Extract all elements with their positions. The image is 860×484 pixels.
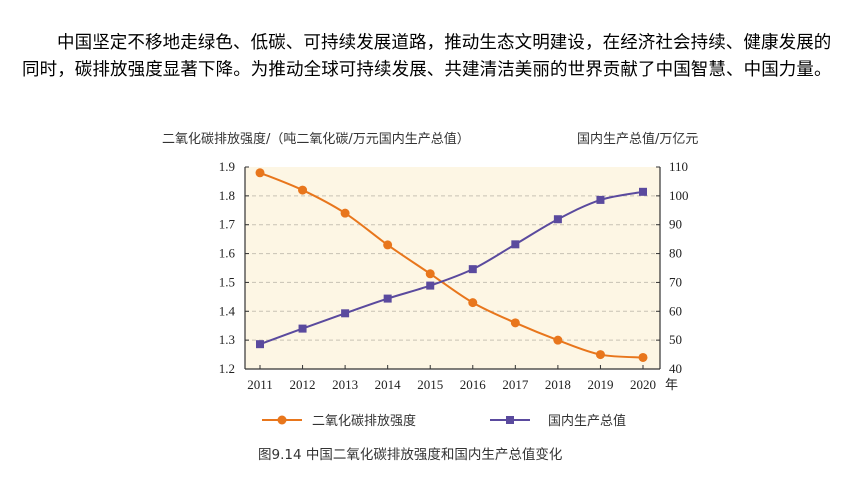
data-point-co2-intensity <box>383 240 393 250</box>
legend-marker-circle <box>277 415 287 425</box>
data-point-gdp <box>553 215 562 224</box>
right-tick-label: 100 <box>669 188 689 203</box>
intro-paragraph: 中国坚定不移地走绿色、低碳、可持续发展道路，推动生态文明建设，在经济社会持续、健… <box>22 33 832 80</box>
data-point-co2-intensity <box>638 352 648 362</box>
data-point-co2-intensity <box>468 298 478 308</box>
data-point-gdp <box>468 265 477 274</box>
data-point-gdp <box>426 281 435 290</box>
tick-labels: 1.2 1.3 1.4 1.5 1.6 1.7 1.8 1.9 40 50 60 70 80 90 100 1… <box>219 159 689 392</box>
data-point-co2-intensity <box>595 350 605 360</box>
right-tick-label: 50 <box>669 332 682 347</box>
right-tick-label: 110 <box>669 159 688 174</box>
data-point-co2-intensity <box>553 335 563 345</box>
series-line-co2-intensity <box>259 171 644 359</box>
data-point-gdp <box>383 294 392 303</box>
legend-label: 二氧化碳排放强度 <box>312 413 416 429</box>
x-tick-label: 2017 <box>502 377 529 392</box>
right-tick-label: 40 <box>669 361 682 376</box>
left-axis-label: 二氧化碳排放强度/（吨二氧化碳/万元国内生产总值） <box>162 132 470 147</box>
data-point-gdp <box>639 187 647 196</box>
left-tick-label: 1.3 <box>219 332 235 347</box>
data-point-co2-intensity <box>340 208 350 218</box>
x-tick-label: 2013 <box>332 377 358 392</box>
x-tick-label: 2011 <box>247 377 273 392</box>
data-point-gdp <box>298 324 307 333</box>
x-tick-label: 2019 <box>587 377 613 392</box>
data-point-gdp <box>511 240 520 249</box>
axes <box>244 166 661 370</box>
right-tick-label: 90 <box>669 217 682 232</box>
data-point-gdp <box>256 340 264 349</box>
x-tick-label: 2015 <box>417 377 443 392</box>
data-point-co2-intensity <box>298 185 308 195</box>
data-point-co2-intensity <box>425 269 435 279</box>
data-point-gdp <box>596 195 605 204</box>
left-tick-label: 1.7 <box>219 217 236 232</box>
left-tick-label: 1.8 <box>219 188 235 203</box>
legend: 二氧化碳排放强度 国内生产总值 <box>262 413 626 429</box>
x-unit-label: 年 <box>665 377 678 392</box>
legend-marker-square <box>506 416 514 424</box>
left-tick-label: 1.2 <box>219 361 235 376</box>
x-tick-label: 2020 <box>630 377 656 392</box>
left-tick-label: 1.5 <box>219 274 235 289</box>
data-point-co2-intensity <box>255 168 265 178</box>
left-tick-label: 1.4 <box>219 303 236 318</box>
x-tick-label: 2018 <box>545 377 571 392</box>
plot-area <box>245 167 660 369</box>
grid-lines <box>245 195 660 341</box>
right-tick-label: 70 <box>669 274 682 289</box>
series-line-gdp <box>259 190 644 346</box>
legend-label: 国内生产总值 <box>548 413 626 429</box>
x-tick-label: 2016 <box>460 377 487 392</box>
series-group <box>255 168 648 362</box>
right-axis-label: 国内生产总值/万亿元 <box>577 132 699 147</box>
right-tick-label: 60 <box>669 303 682 318</box>
figure-caption: 图9.14 中国二氧化碳排放强度和国内生产总值变化 <box>258 447 563 463</box>
data-point-gdp <box>341 309 350 318</box>
data-point-co2-intensity <box>510 318 520 328</box>
right-tick-label: 80 <box>669 246 682 261</box>
left-tick-label: 1.9 <box>219 159 235 174</box>
x-tick-label: 2014 <box>375 377 402 392</box>
x-tick-label: 2012 <box>290 377 316 392</box>
left-tick-label: 1.6 <box>219 246 236 261</box>
